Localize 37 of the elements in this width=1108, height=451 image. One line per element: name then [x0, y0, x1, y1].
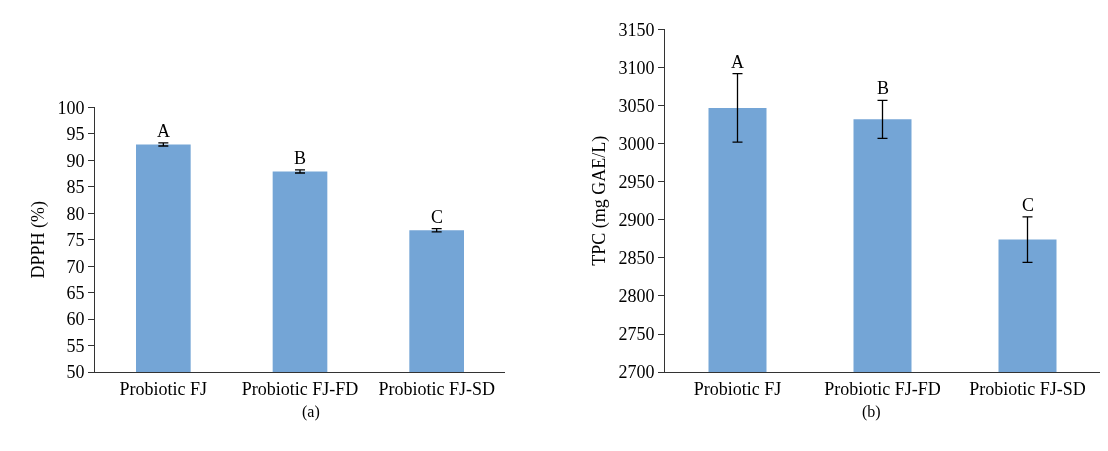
y-tick-label: 65 [66, 282, 85, 303]
y-tick-label: 2950 [618, 172, 655, 193]
y-axis-title: DPPH (%) [27, 200, 49, 279]
annotation: B [294, 148, 307, 168]
x-tick-label: Probiotic FJ-SD [378, 378, 495, 399]
y-tick-label: 3000 [618, 133, 655, 154]
x-tick-label: Probiotic FJ-FD [241, 378, 359, 399]
y-tick-label: 90 [66, 150, 85, 171]
x-tick-label: Probiotic FJ-SD [969, 378, 1086, 399]
y-tick-label: 80 [66, 203, 85, 224]
x-tick-label: Probiotic FJ [693, 378, 782, 399]
y-tick-label: 3050 [618, 95, 655, 116]
y-tick-label: 2700 [618, 362, 655, 383]
y-tick-label: 2850 [618, 248, 655, 269]
y-tick-label: 70 [66, 256, 85, 277]
annotation: B [877, 78, 890, 98]
annotation: C [1022, 195, 1035, 215]
y-tick-label: 85 [66, 177, 85, 198]
y-tick-label: 50 [66, 362, 85, 383]
y-tick-label: 3100 [618, 57, 655, 78]
text: (a) [302, 403, 320, 421]
x-tick-label: Probiotic FJ-FD [824, 378, 941, 399]
y-tick-label: 2800 [618, 286, 655, 307]
y-tick-label: 3150 [618, 19, 655, 40]
x-tick-label: Probiotic FJ [119, 378, 208, 399]
annotation: A [157, 121, 170, 141]
y-tick-label: 55 [66, 335, 85, 356]
y-tick-label: 60 [66, 309, 85, 330]
y-tick-label: 2750 [618, 324, 655, 345]
y-axis-title: TPC (mg GAE/L) [588, 135, 610, 266]
y-tick-label: 75 [66, 230, 85, 251]
annotation: A [731, 52, 744, 72]
annotation: C [431, 207, 444, 227]
text: (b) [862, 403, 881, 421]
y-tick-label: 2900 [618, 210, 655, 231]
y-tick-label: 100 [57, 97, 85, 118]
y-tick-label: 95 [66, 124, 85, 145]
